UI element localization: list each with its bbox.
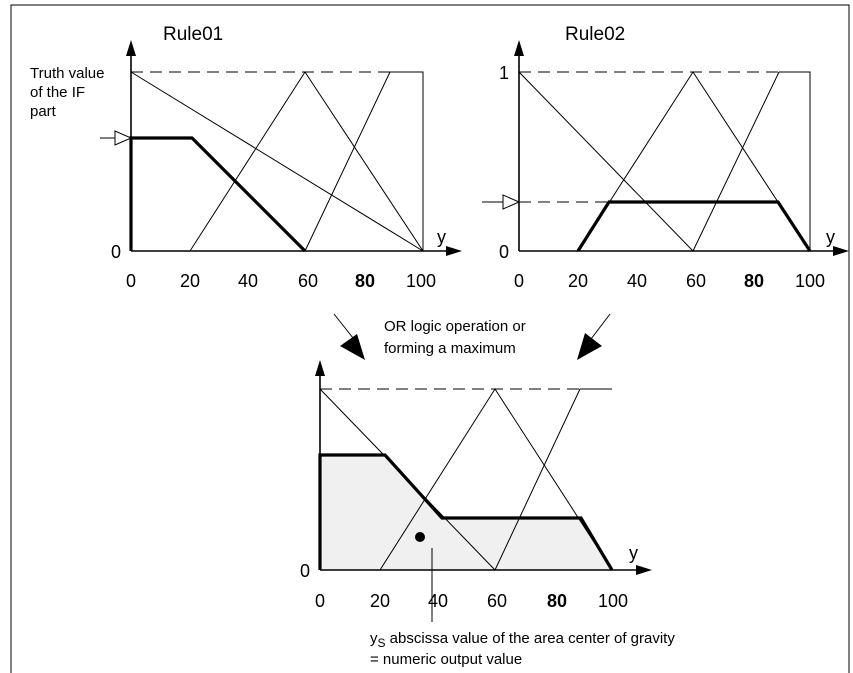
rule01-zero-label: 0 bbox=[111, 242, 121, 262]
ys-description: abscissa value of the area center of gra… bbox=[386, 630, 676, 647]
aggregated-output-outline bbox=[318, 453, 614, 571]
rule01-title: Rule01 bbox=[163, 24, 223, 45]
result-tick-label: 80 bbox=[547, 591, 567, 611]
right-merge-arrow-head bbox=[577, 333, 602, 360]
rule02-horizontal-axis-arrow bbox=[833, 246, 849, 256]
rule01-panel: Rule01 Truth value of the IF part 0 y 0 … bbox=[30, 24, 462, 291]
rule02-title: Rule02 bbox=[565, 24, 625, 45]
or-operation-label: OR logic operation or forming a maximum bbox=[384, 318, 530, 357]
rule02-mf-mid bbox=[577, 71, 811, 252]
rule02-tick-label: 80 bbox=[744, 271, 764, 291]
rule01-right-border bbox=[390, 71, 424, 251]
rule01-tick-label: 100 bbox=[406, 271, 436, 291]
rule02-right-border bbox=[779, 71, 811, 251]
figure-frame bbox=[10, 4, 850, 673]
rule02-y-axis-label: y bbox=[826, 227, 835, 247]
rule02-one-label: 1 bbox=[499, 63, 509, 83]
rule01-clipped-output bbox=[129, 136, 307, 253]
ys-symbol: y bbox=[370, 630, 378, 647]
rule01-mf-mid bbox=[189, 71, 424, 252]
result-tick-label: 60 bbox=[487, 591, 507, 611]
center-of-gravity-caption: yS abscissa value of the area center of … bbox=[370, 630, 675, 650]
rule02-truth-arrow-head bbox=[502, 194, 521, 210]
rule01-horizontal-axis-arrow bbox=[446, 246, 462, 256]
rule02-tick-label: 60 bbox=[686, 271, 706, 291]
result-vertical-axis-arrow bbox=[315, 360, 325, 376]
rule01-tick-label: 0 bbox=[126, 271, 136, 291]
aggregated-area-fill bbox=[320, 455, 612, 570]
left-merge-arrow-head bbox=[340, 334, 365, 360]
rule01-y-axis-label: y bbox=[437, 227, 446, 247]
rule02-tick-label: 100 bbox=[795, 271, 825, 291]
rule02-panel: Rule02 1 0 y 0 20 40 60 80 100 bbox=[482, 24, 849, 291]
rule02-tick-label: 40 bbox=[627, 271, 647, 291]
rule01-truth-arrow-head bbox=[114, 130, 133, 146]
or-operation: OR logic operation or forming a maximum bbox=[333, 313, 611, 360]
rule02-vertical-axis-arrow bbox=[514, 40, 524, 56]
rule02-tick-label: 20 bbox=[568, 271, 588, 291]
result-horizontal-axis-arrow bbox=[636, 565, 652, 575]
rule02-zero-label: 0 bbox=[499, 242, 509, 262]
rule01-mf-low bbox=[130, 71, 424, 252]
rule02-clipped-output bbox=[576, 200, 812, 252]
rule01-tick-label: 80 bbox=[355, 271, 375, 291]
rule01-mf-high bbox=[304, 71, 391, 252]
result-tick-label: 0 bbox=[315, 591, 325, 611]
center-of-gravity-marker bbox=[415, 532, 425, 542]
result-tick-label: 20 bbox=[370, 591, 390, 611]
rule01-vertical-axis-arrow bbox=[126, 40, 136, 56]
result-panel: 0 y 0 20 40 60 80 100 yS abscissa value … bbox=[300, 360, 675, 668]
result-mf-mid bbox=[379, 388, 613, 571]
result-tick-label: 100 bbox=[598, 591, 628, 611]
rule02-mf-low bbox=[518, 71, 694, 252]
numeric-output-caption: = numeric output value bbox=[370, 651, 522, 668]
result-tick-label: 40 bbox=[428, 591, 448, 611]
rule01-tick-label: 60 bbox=[298, 271, 318, 291]
ys-subscript: S bbox=[378, 636, 386, 650]
rule01-tick-label: 20 bbox=[180, 271, 200, 291]
rule01-tick-label: 40 bbox=[238, 271, 258, 291]
rule02-tick-label: 0 bbox=[514, 271, 524, 291]
result-y-axis-label: y bbox=[629, 543, 638, 563]
result-mf-high bbox=[494, 388, 581, 571]
truth-value-label: Truth value of the IF part bbox=[30, 65, 109, 120]
rule02-mf-high bbox=[692, 71, 780, 252]
result-zero-label: 0 bbox=[300, 561, 310, 581]
